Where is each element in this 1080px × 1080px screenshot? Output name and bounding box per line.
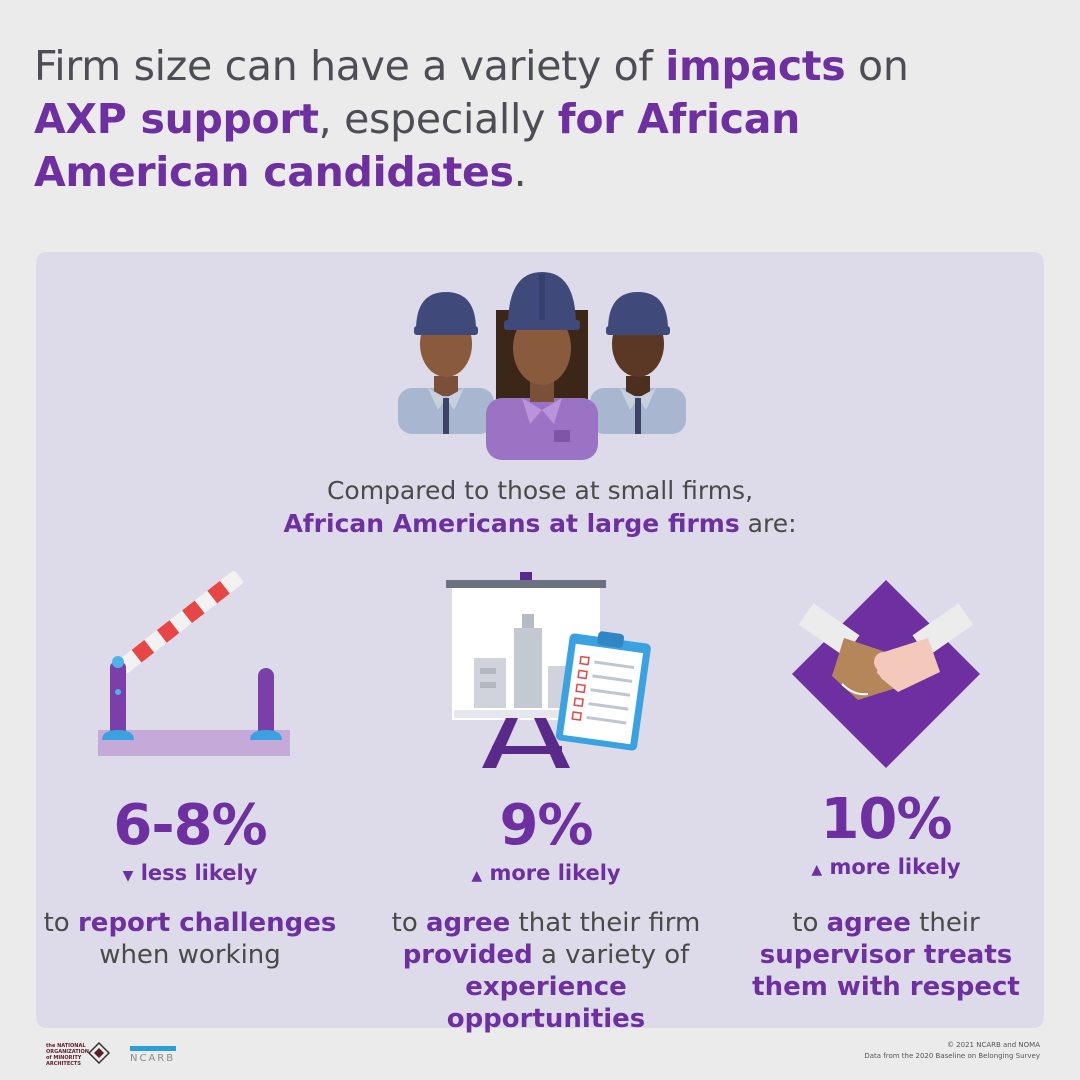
handshake-icon <box>792 580 980 768</box>
desc-emphasis: agree <box>826 908 911 938</box>
comparison-line-2-rest: are: <box>739 509 797 538</box>
ncarb-logo: NCARB <box>130 1046 176 1064</box>
stat-direction-label: more likely <box>829 855 961 879</box>
comparison-intro: Compared to those at small firms, Africa… <box>0 474 1080 540</box>
desc-emphasis: experience opportunities <box>446 972 646 1034</box>
stat-description: to agree their supervisor treats them wi… <box>726 907 1046 1003</box>
stat-value: 10% <box>820 787 952 852</box>
stat-description: to report challenges when working <box>30 907 350 971</box>
desc-text: when working <box>99 940 281 970</box>
ncarb-logo-text: NCARB <box>130 1053 176 1064</box>
page-title: Firm size can have a variety of impacts … <box>34 40 934 199</box>
desc-text: their <box>910 908 980 938</box>
desc-emphasis: report challenges <box>77 908 337 938</box>
credits: © 2021 NCARB and NOMA Data from the 2020… <box>864 1040 1040 1062</box>
stat-description: to agree that their firm provided a vari… <box>386 907 706 1035</box>
title-text: on <box>845 42 909 90</box>
desc-text: a variety of <box>532 940 690 970</box>
desc-text: to <box>43 908 78 938</box>
desc-emphasis: agree <box>426 908 511 938</box>
title-period: . <box>513 148 527 196</box>
title-emphasis-candidates: for African American candidates <box>34 95 800 196</box>
desc-text: to <box>391 908 426 938</box>
up-arrow-icon: ▲ <box>471 868 483 884</box>
title-text: , especially <box>318 95 558 143</box>
stat-value: 6-8% <box>113 793 267 858</box>
desc-emphasis: them with respect <box>752 972 1020 1002</box>
stat-direction-label: more likely <box>489 861 621 885</box>
stat-column-challenges: 6-8% ▼ less likely to report challenges … <box>30 794 350 971</box>
up-arrow-icon: ▲ <box>811 862 823 878</box>
ncarb-logo-bar <box>130 1046 176 1051</box>
workers-icon <box>398 272 686 460</box>
title-emphasis-axp: AXP support <box>34 95 319 143</box>
down-arrow-icon: ▼ <box>122 868 134 884</box>
stat-column-opportunities: 9% ▲ more likely to agree that their fir… <box>386 794 706 1035</box>
stat-direction: ▲ more likely <box>386 860 706 889</box>
stat-direction: ▼ less likely <box>30 860 350 889</box>
desc-emphasis: supervisor treats <box>759 940 1013 970</box>
stat-direction-label: less likely <box>140 861 258 885</box>
comparison-line-1: Compared to those at small firms, <box>326 476 754 505</box>
stat-direction: ▲ more likely <box>726 854 1046 883</box>
barrier-gate-icon <box>98 571 290 756</box>
copyright-text: © 2021 NCARB and NOMA <box>946 1041 1040 1049</box>
stat-value: 9% <box>499 793 593 858</box>
presentation-board-icon <box>446 572 651 768</box>
desc-text: to <box>792 908 827 938</box>
desc-text: that their firm <box>510 908 701 938</box>
noma-logo: the NATIONAL ORGANIZATION of MINORITY AR… <box>46 1043 89 1067</box>
title-text: Firm size can have a variety of <box>34 42 666 90</box>
comparison-emphasis: African Americans at large firms <box>283 509 740 538</box>
noma-logo-icon <box>88 1042 110 1064</box>
title-emphasis-impacts: impacts <box>665 42 846 90</box>
stat-column-respect: 10% ▲ more likely to agree their supervi… <box>726 788 1046 1003</box>
source-text: Data from the 2020 Baseline on Belonging… <box>864 1052 1040 1060</box>
desc-emphasis: provided <box>402 940 533 970</box>
